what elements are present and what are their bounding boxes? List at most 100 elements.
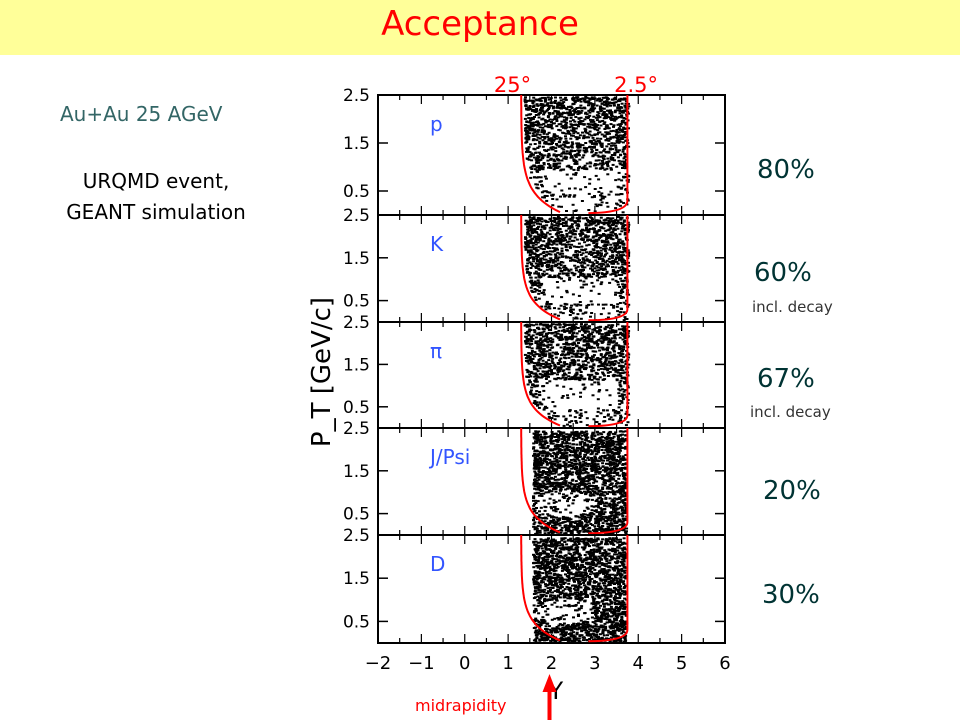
event-point (620, 160, 624, 163)
event-point (579, 466, 582, 469)
event-point (570, 239, 574, 242)
event-point (563, 378, 567, 381)
event-point (613, 228, 617, 231)
event-point (561, 105, 565, 108)
event-point (614, 193, 618, 196)
event-point (545, 224, 549, 227)
event-point (574, 480, 578, 483)
event-point (582, 460, 586, 463)
event-point (523, 100, 527, 103)
event-point (572, 99, 576, 102)
event-point (595, 340, 599, 343)
event-point (616, 156, 620, 159)
event-point (618, 134, 622, 137)
event-point (563, 324, 567, 327)
event-point (572, 173, 576, 176)
event-point (607, 490, 611, 493)
event-point (553, 229, 557, 232)
event-point (547, 108, 550, 110)
event-point (599, 325, 602, 328)
event-point (578, 470, 582, 473)
event-point (599, 162, 603, 165)
event-point (538, 151, 541, 154)
event-point (620, 442, 624, 445)
event-point (616, 281, 620, 283)
event-point (620, 259, 624, 262)
event-point (554, 99, 557, 102)
event-point (588, 133, 592, 136)
event-point (525, 141, 529, 143)
event-point (578, 146, 582, 149)
event-point (528, 126, 532, 129)
event-point (605, 167, 609, 170)
event-point (545, 150, 549, 152)
event-point (593, 163, 597, 165)
event-point (608, 351, 612, 354)
event-point (583, 241, 587, 244)
event-point (585, 451, 589, 454)
event-point (565, 516, 569, 519)
event-point (548, 352, 552, 355)
event-point (541, 156, 545, 159)
event-point (600, 98, 604, 101)
event-point (575, 344, 579, 347)
event-point (583, 266, 587, 269)
event-point (540, 106, 543, 109)
event-points (532, 430, 629, 535)
event-point (542, 274, 545, 277)
event-point (620, 288, 624, 291)
event-point (611, 368, 615, 371)
event-point (615, 379, 619, 382)
event-point (574, 326, 578, 329)
event-point (580, 366, 584, 369)
event-point (585, 226, 589, 229)
event-point (617, 186, 621, 189)
event-point (604, 96, 608, 99)
event-point (554, 335, 558, 338)
event-point (606, 352, 610, 355)
event-point (547, 502, 551, 505)
event-point (586, 122, 590, 125)
event-point (549, 521, 553, 524)
event-point (531, 153, 535, 156)
event-point (612, 409, 616, 411)
event-point (583, 118, 587, 121)
event-point (584, 116, 588, 119)
event-point (605, 450, 609, 453)
event-point (622, 334, 625, 337)
event-point (584, 520, 587, 523)
event-point (606, 346, 610, 349)
event-point (620, 280, 624, 282)
event-point (573, 221, 577, 224)
event-point (548, 274, 552, 277)
event-point (561, 312, 565, 315)
event-point (572, 328, 576, 331)
event-point (616, 269, 620, 272)
event-point (533, 487, 537, 490)
event-point (620, 401, 624, 404)
event-point (536, 183, 540, 186)
event-point (551, 362, 555, 365)
event-point (563, 477, 567, 479)
event-point (532, 402, 536, 404)
event-point (596, 129, 600, 132)
event-point (609, 158, 613, 160)
event-point (550, 373, 554, 376)
event-point (543, 479, 547, 482)
event-point (599, 204, 603, 207)
event-point (612, 475, 616, 478)
event-point (620, 493, 624, 496)
event-point (533, 521, 537, 524)
event-point (563, 363, 567, 366)
event-point (567, 375, 571, 378)
event-point (567, 356, 571, 359)
acceptance-curve-25deg (520, 322, 561, 427)
event-point (603, 327, 607, 330)
event-point (618, 259, 621, 262)
event-point (609, 168, 613, 171)
event-point (553, 377, 557, 380)
event-point (618, 125, 622, 128)
event-point (581, 217, 585, 220)
event-point (545, 463, 549, 466)
event-point (595, 415, 599, 418)
